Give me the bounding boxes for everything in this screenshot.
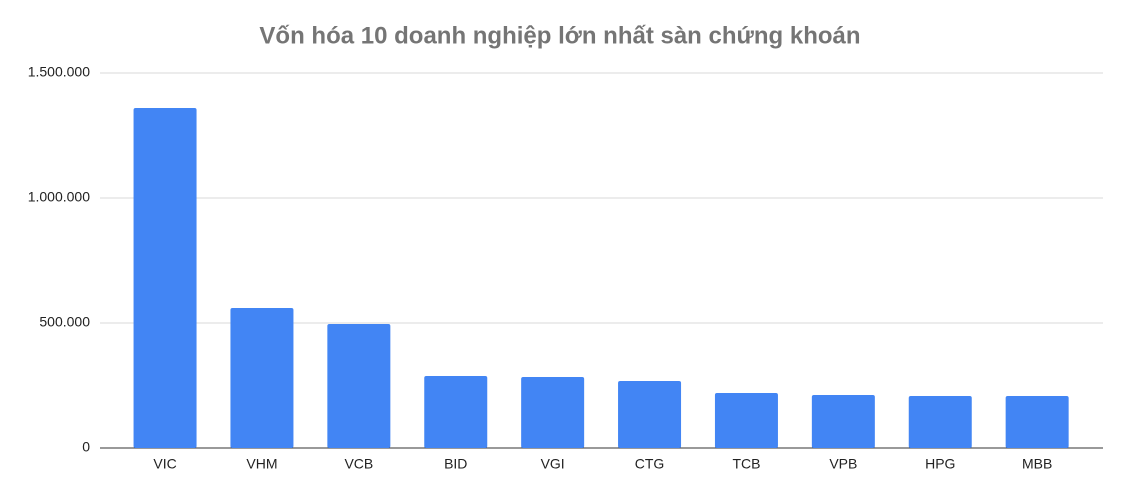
x-tick-label: MBB [1022, 456, 1052, 472]
bar [1005, 396, 1069, 448]
bar [908, 396, 972, 448]
x-tick-label: CTG [635, 456, 665, 472]
bar [714, 393, 778, 448]
y-tick-label: 1.000.000 [28, 189, 90, 205]
bar [230, 308, 294, 448]
x-tick-label: HPG [925, 456, 955, 472]
bar [424, 376, 488, 448]
x-tick-label: VGI [541, 456, 565, 472]
bar [811, 395, 875, 448]
y-tick-label: 1.500.000 [28, 64, 90, 80]
x-tick-label: VPB [829, 456, 857, 472]
x-tick-label: BID [444, 456, 467, 472]
x-tick-label: VHM [246, 456, 277, 472]
bar [521, 377, 585, 448]
y-tick-label: 500.000 [39, 314, 90, 330]
bar [327, 324, 391, 448]
x-tick-label: TCB [732, 456, 760, 472]
chart-title: Vốn hóa 10 doanh nghiệp lớn nhất sàn chứ… [259, 22, 860, 49]
bar [133, 108, 197, 448]
bar [618, 381, 682, 448]
x-tick-label: VCB [344, 456, 373, 472]
y-tick-label: 0 [82, 439, 90, 455]
x-tick-label: VIC [153, 456, 176, 472]
